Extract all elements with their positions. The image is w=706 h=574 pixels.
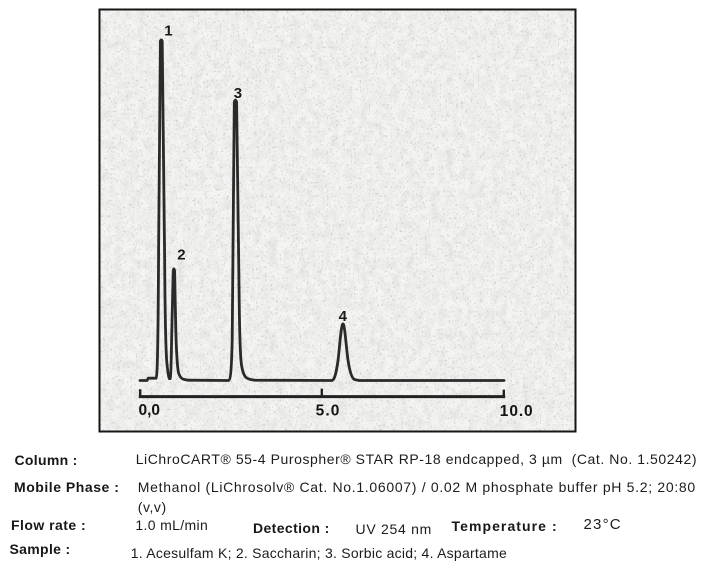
svg-text:0,0: 0,0 (139, 402, 161, 419)
svg-text:1: 1 (164, 22, 172, 39)
svg-text:10.0: 10.0 (500, 403, 534, 420)
svg-text:2: 2 (177, 247, 185, 264)
svg-text:4: 4 (339, 308, 348, 325)
svg-text:3: 3 (234, 85, 242, 102)
svg-text:5.0: 5.0 (316, 403, 341, 420)
